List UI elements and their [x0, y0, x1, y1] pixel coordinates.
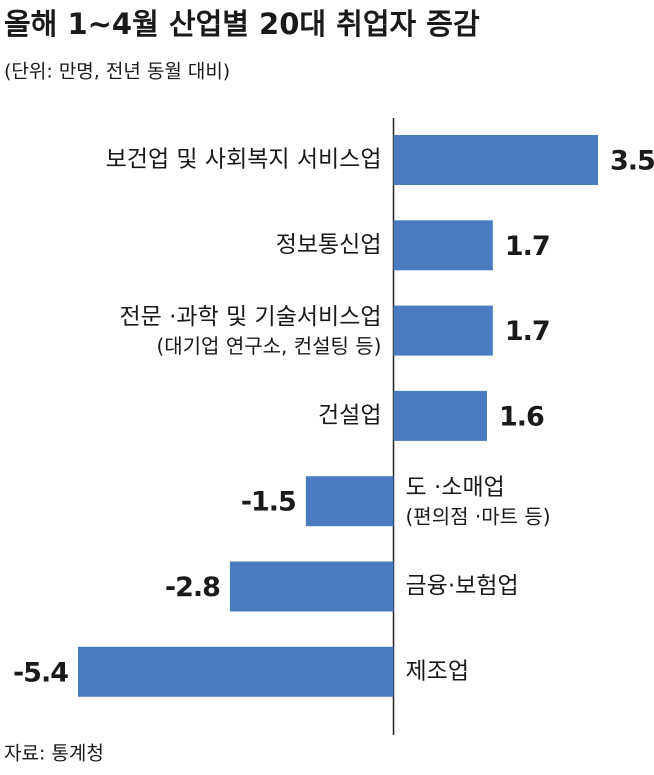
value-label: -2.8 — [165, 572, 220, 603]
category-label: (대기업 연구소, 컨설팅 등) — [156, 334, 381, 358]
bar — [393, 305, 493, 356]
value-label: 1.6 — [499, 401, 544, 432]
category-label: 제조업 — [406, 658, 469, 684]
source: 자료: 통계청 — [4, 743, 104, 765]
chart-subtitle: (단위: 만명, 전년 동월 대비) — [4, 61, 230, 83]
category-label: 금융·보험업 — [406, 573, 519, 599]
bar — [229, 561, 394, 612]
category-label: 정보통신업 — [276, 232, 382, 258]
category-label: 건설업 — [318, 402, 381, 428]
value-label: -1.5 — [241, 487, 296, 518]
value-label: -5.4 — [13, 657, 68, 688]
category-label: (편의점 ·마트 등) — [406, 505, 551, 529]
value-label: 1.7 — [505, 316, 550, 347]
category-label: 전문 ·과학 및 기술서비스업 — [119, 304, 381, 330]
bar — [305, 476, 394, 527]
bar — [393, 220, 493, 271]
value-label: 1.7 — [505, 231, 550, 262]
category-label: 보건업 및 사회복지 서비스업 — [106, 147, 382, 173]
value-label: 3.5 — [610, 146, 654, 177]
chart-title: 올해 1~4월 산업별 20대 취업자 증감 — [4, 7, 480, 41]
bar — [78, 646, 394, 697]
bar — [393, 390, 487, 441]
bar — [393, 135, 598, 185]
category-label: 도 ·소매업 — [406, 475, 505, 501]
